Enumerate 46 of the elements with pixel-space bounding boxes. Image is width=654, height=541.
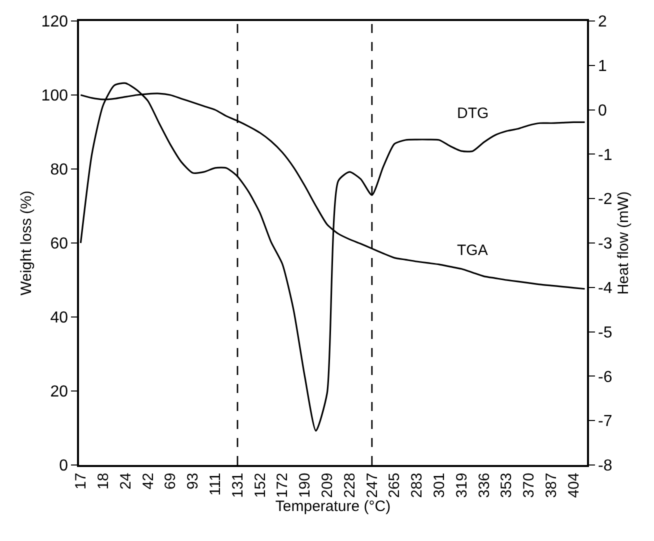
x-tick-label: 131 — [229, 472, 246, 498]
y2-tick-label: -1 — [598, 146, 612, 164]
series-label: DTG — [457, 105, 489, 122]
x-tick-label: 190 — [296, 472, 314, 498]
x-tick-label: 301 — [431, 472, 448, 498]
y2-tick-label: -6 — [598, 368, 612, 386]
x-tick-label: 172 — [274, 472, 292, 498]
y-tick-label: 120 — [41, 14, 68, 31]
x-tick-label: 336 — [476, 472, 493, 498]
x-tick-label: 370 — [520, 472, 538, 498]
y2-tick-label: -7 — [598, 413, 612, 430]
x-tick-label: 228 — [341, 472, 358, 498]
x-tick-label: 17 — [72, 472, 90, 490]
x-axis-title: Temperature (°C) — [275, 498, 391, 515]
series-label: TGA — [457, 242, 488, 259]
x-tick-label: 152 — [252, 472, 269, 498]
x-tick-label: 265 — [386, 472, 404, 498]
x-tick-label: 42 — [140, 472, 157, 490]
x-tick-label: 404 — [565, 472, 582, 498]
x-tick-label: 111 — [206, 472, 224, 496]
x-tick-label: 283 — [408, 472, 426, 498]
x-tick-label: 93 — [184, 472, 202, 490]
y-tick-label: 40 — [50, 310, 68, 327]
y2-tick-label: -2 — [598, 191, 612, 208]
y2-tick-label: 1 — [598, 58, 607, 75]
x-tick-label: 18 — [94, 472, 112, 490]
x-tick-label: 209 — [318, 472, 336, 498]
y2-tick-label: -4 — [598, 280, 612, 297]
y2-tick-label: -8 — [598, 458, 612, 475]
x-tick-label: 353 — [498, 472, 516, 498]
y2-tick-label: -5 — [598, 324, 612, 342]
x-tick-label: 387 — [543, 472, 560, 498]
y-tick-label: 80 — [50, 162, 68, 179]
y-tick-label: 100 — [41, 88, 68, 105]
y-axis-title: Weight loss (%) — [18, 190, 36, 296]
x-tick-label: 319 — [453, 472, 470, 498]
y-tick-label: 0 — [59, 458, 68, 475]
y-tick-label: 20 — [50, 384, 68, 401]
x-tick-label: 69 — [162, 472, 180, 490]
x-tick-label: 247 — [364, 472, 381, 498]
y2-tick-label: -3 — [598, 236, 612, 253]
x-tick-label: 24 — [117, 472, 134, 490]
y2-tick-label: 0 — [598, 102, 607, 120]
y2-axis-title: Heat flow (mW) — [614, 191, 632, 295]
y2-tick-label: 2 — [598, 14, 607, 31]
y-tick-label: 60 — [50, 236, 68, 253]
